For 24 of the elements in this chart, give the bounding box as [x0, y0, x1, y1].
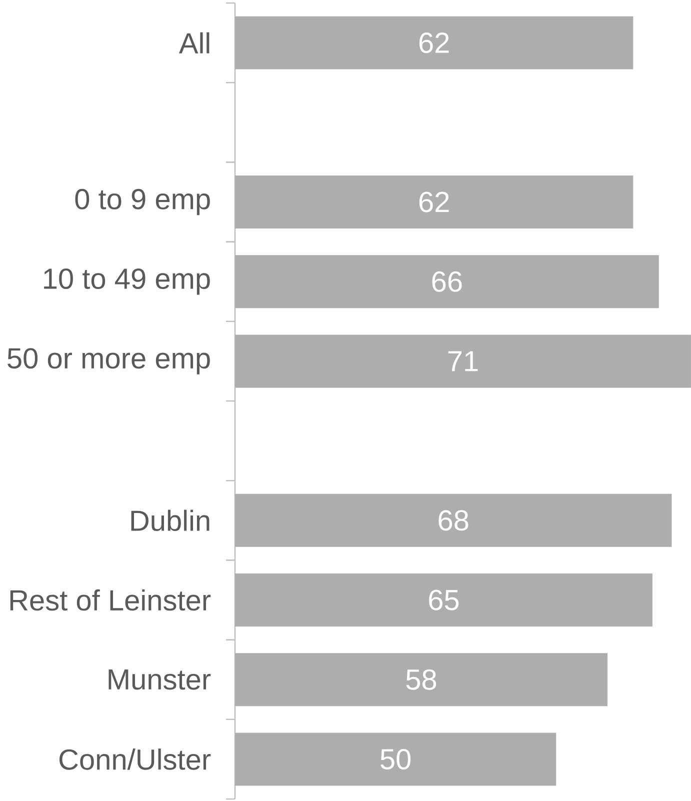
y-tick-label: 10 to 49 emp — [44, 268, 210, 295]
data-label: 68 — [438, 510, 468, 531]
bar — [234, 653, 608, 706]
y-tick-label: 0 to 9 emp — [75, 188, 210, 216]
y-tick-label: All — [178, 32, 210, 54]
bar — [234, 732, 556, 786]
bar — [234, 334, 691, 388]
data-label: 50 — [380, 748, 411, 770]
data-label: 66 — [432, 271, 462, 292]
bar — [234, 16, 634, 70]
data-label: 71 — [448, 351, 478, 372]
y-tick-label: Munster — [108, 669, 211, 690]
y-tick-label: 50 or more emp — [8, 348, 210, 374]
data-label: 62 — [419, 32, 449, 54]
y-tick-label: Conn/Ulster — [59, 748, 211, 770]
data-label: 62 — [419, 192, 449, 212]
bar — [234, 176, 634, 229]
y-tick-label: Dublin — [131, 510, 210, 532]
data-label: 65 — [429, 590, 459, 610]
bar — [234, 494, 672, 547]
data-label: 58 — [406, 669, 436, 690]
bar — [234, 255, 659, 308]
y-tick-label: Rest of Leinster — [10, 589, 211, 611]
bar — [234, 574, 652, 626]
